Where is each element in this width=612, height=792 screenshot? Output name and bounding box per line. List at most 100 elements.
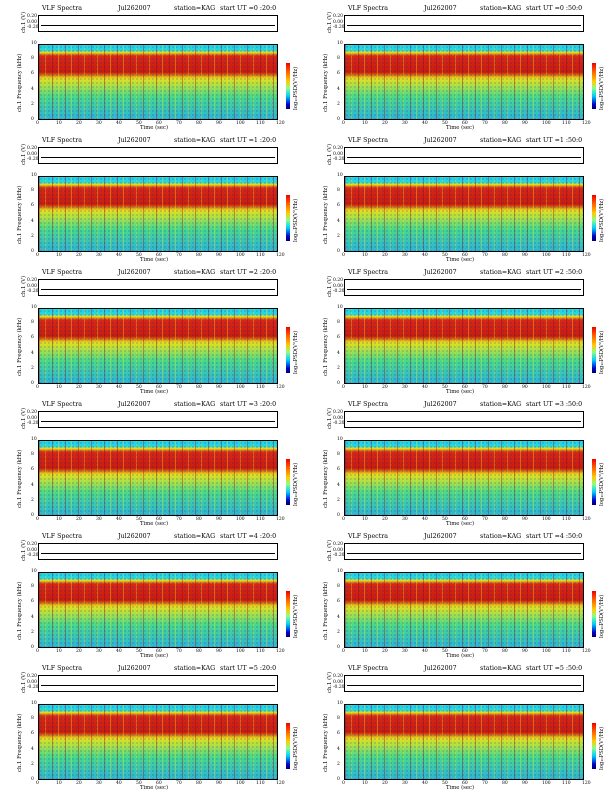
trace-tick-label: 0.20 (27, 278, 38, 283)
x-tick-label: 90 (216, 385, 222, 390)
trace-tick-label: -0.20 (333, 553, 345, 558)
trace-tick-label: 0.00 (27, 283, 38, 289)
y-tick-label: 2 (31, 629, 34, 635)
voltage-trace (344, 675, 584, 692)
panel-date: Jul262007 (424, 269, 457, 276)
colorbar-label: log₁₀PSD(V²/Hz) (293, 726, 299, 770)
y-tick-label: 8 (337, 452, 340, 458)
x-tick-label: 0 (36, 517, 39, 522)
y-tick-label: 4 (337, 218, 340, 224)
x-tick-label: 60 (462, 121, 468, 126)
x-tick-label: 110 (256, 121, 265, 126)
x-axis-label: Time (sec) (140, 521, 169, 527)
spectrogram (344, 572, 584, 648)
x-tick-label: 100 (542, 517, 551, 522)
x-tick-label: 0 (36, 781, 39, 786)
y-axis-label: ch.1 Frequency (kHz) (323, 317, 329, 376)
spectrogram (38, 176, 278, 252)
panel-station: station=KAG (174, 533, 216, 540)
x-tick-label: 70 (176, 517, 182, 522)
x-tick-label: 90 (522, 517, 528, 522)
trace-tick-label: 0.20 (27, 14, 38, 19)
y-axis-label: ch.1 Frequency (kHz) (323, 185, 329, 244)
panel-station: station=KAG (480, 5, 522, 12)
panel-station: station=KAG (174, 137, 216, 144)
y-axis-label: ch.1 Frequency (kHz) (17, 581, 23, 640)
y-tick-label: 0 (337, 777, 340, 782)
y-tick-label: 2 (337, 497, 340, 503)
x-tick-label: 40 (422, 385, 428, 390)
x-tick-label: 40 (422, 253, 428, 258)
x-tick-label: 90 (522, 385, 528, 390)
x-tick-label: 120 (582, 781, 591, 786)
panel-date: Jul262007 (118, 137, 151, 144)
x-tick-label: 100 (542, 121, 551, 126)
colorbar (592, 195, 596, 241)
y-axis-label: ch.1 Frequency (kHz) (17, 449, 23, 508)
x-tick-label: 20 (76, 385, 82, 390)
spectrogram (38, 440, 278, 516)
y-tick-label: 10 (337, 437, 343, 442)
trace-tick-label: -0.20 (27, 421, 39, 426)
x-tick-label: 10 (56, 385, 62, 390)
y-axis-label: ch.1 Frequency (kHz) (17, 317, 23, 376)
x-tick-label: 40 (422, 649, 428, 654)
x-tick-label: 100 (542, 649, 551, 654)
panel-start-time: start UT =1 :50:0 (526, 137, 583, 144)
panel-start-time: start UT =5 :50:0 (526, 665, 583, 672)
trace-tick-label: 0.00 (27, 679, 38, 685)
spectrogram-noise (39, 705, 277, 779)
spectrogram-noise (345, 441, 583, 515)
y-tick-label: 6 (337, 335, 340, 341)
spectrogram (38, 44, 278, 120)
x-tick-label: 100 (542, 385, 551, 390)
x-tick-label: 30 (402, 517, 408, 522)
voltage-trace (344, 15, 584, 32)
spectrum-panel: VLF Spectra Jul262007 station=KAG start UT … (0, 660, 306, 792)
x-axis-label: Time (sec) (446, 521, 475, 527)
colorbar-label: log₁₀PSD(V²/Hz) (293, 330, 299, 374)
panel-station: station=KAG (480, 401, 522, 408)
x-tick-label: 10 (362, 121, 368, 126)
x-tick-label: 120 (582, 121, 591, 126)
x-tick-label: 120 (276, 385, 285, 390)
x-tick-label: 70 (482, 121, 488, 126)
panel-start-time: start UT =1 :20:0 (220, 137, 277, 144)
x-tick-label: 110 (562, 781, 571, 786)
y-tick-label: 0 (337, 513, 340, 518)
x-tick-label: 60 (462, 781, 468, 786)
y-tick-label: 10 (337, 305, 343, 310)
y-tick-label: 10 (337, 701, 343, 706)
panel-title: VLF Spectra (42, 5, 82, 12)
y-tick-label: 2 (31, 233, 34, 239)
y-tick-label: 2 (31, 101, 34, 107)
y-tick-label: 10 (31, 437, 37, 442)
x-tick-label: 80 (196, 781, 202, 786)
x-tick-label: 20 (382, 781, 388, 786)
spectrogram-noise (345, 705, 583, 779)
x-tick-label: 120 (276, 253, 285, 258)
y-tick-label: 0 (31, 777, 34, 782)
y-tick-label: 0 (31, 249, 34, 254)
trace-tick-label: 0.20 (27, 542, 38, 547)
x-tick-label: 20 (76, 517, 82, 522)
x-tick-label: 80 (502, 121, 508, 126)
voltage-trace (38, 675, 278, 692)
y-tick-label: 6 (337, 599, 340, 605)
x-tick-label: 20 (76, 649, 82, 654)
y-tick-label: 2 (31, 761, 34, 767)
y-tick-label: 8 (337, 56, 340, 62)
x-tick-label: 70 (176, 253, 182, 258)
y-tick-label: 6 (337, 731, 340, 737)
x-tick-label: 90 (522, 253, 528, 258)
y-axis-label: ch.1 Frequency (kHz) (323, 449, 329, 508)
panel-date: Jul262007 (118, 269, 151, 276)
x-tick-label: 10 (362, 253, 368, 258)
x-tick-label: 70 (176, 649, 182, 654)
y-tick-label: 0 (31, 117, 34, 122)
y-tick-label: 4 (31, 746, 34, 752)
panel-title: VLF Spectra (42, 401, 82, 408)
spectrum-panel: VLF Spectra Jul262007 station=KAG start UT … (0, 528, 306, 660)
trace-tick-label: -0.20 (27, 685, 39, 690)
voltage-trace-line (41, 157, 275, 158)
